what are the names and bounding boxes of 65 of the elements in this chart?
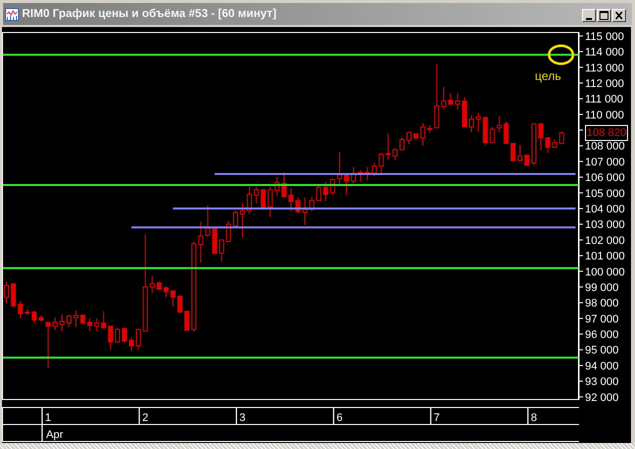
x-tick-label: 2 bbox=[142, 412, 148, 424]
candlestick bbox=[358, 170, 363, 182]
candlestick bbox=[198, 221, 204, 264]
candlestick bbox=[455, 92, 460, 110]
candlestick bbox=[46, 322, 51, 368]
candlestick bbox=[420, 122, 426, 146]
y-tick-label: 106 000 bbox=[585, 172, 625, 184]
candlestick bbox=[73, 310, 78, 328]
chart-title: RIM0 График цены и объёма #53 - [60 минут] bbox=[22, 7, 276, 22]
candlestick bbox=[219, 239, 224, 262]
candlestick bbox=[52, 317, 58, 331]
candlestick bbox=[246, 186, 252, 215]
y-tick-label: 96 000 bbox=[585, 329, 619, 342]
candlestick bbox=[496, 115, 502, 133]
y-tick-label: 105 000 bbox=[585, 188, 625, 200]
y-tick-label: 102 000 bbox=[585, 234, 625, 247]
x-tick-label: 7 bbox=[434, 412, 440, 424]
y-tick-label: 114 000 bbox=[585, 46, 624, 59]
y-tick-label: 98 000 bbox=[585, 298, 619, 310]
candlestick bbox=[468, 114, 474, 133]
x-tick-label: 3 bbox=[239, 412, 246, 424]
x-tick-label: 8 bbox=[530, 412, 537, 424]
candlestick bbox=[344, 174, 350, 196]
y-tick-label: 112 000 bbox=[585, 78, 624, 90]
candlestick bbox=[240, 202, 245, 238]
text: 108 820 bbox=[585, 124, 628, 141]
candlestick bbox=[448, 92, 454, 105]
y-tick-label: 110 000 bbox=[585, 109, 624, 122]
candlestick bbox=[254, 186, 259, 204]
candlestick bbox=[302, 197, 308, 226]
candlestick bbox=[128, 336, 134, 352]
candlestick bbox=[170, 290, 176, 308]
x-axis-title: Apr bbox=[46, 429, 64, 441]
y-tick-label: 92 000 bbox=[585, 392, 619, 404]
y-tick-label: 97 000 bbox=[585, 313, 619, 326]
y-tick-label: 108 000 bbox=[585, 140, 625, 153]
x-tick-label: 6 bbox=[336, 412, 343, 424]
y-tick-label: 103 000 bbox=[585, 219, 625, 232]
candlestick bbox=[538, 123, 544, 151]
candlestick bbox=[4, 281, 9, 304]
candlestick bbox=[350, 166, 356, 184]
candlestick bbox=[274, 176, 280, 196]
candlestick bbox=[476, 112, 481, 132]
y-tick-label: 94 000 bbox=[585, 360, 619, 372]
y-tick-label: 100 000 bbox=[585, 266, 625, 278]
candlestick bbox=[101, 310, 106, 328]
y-tick-label: 99 000 bbox=[585, 282, 619, 294]
candlestick bbox=[386, 134, 391, 160]
candlestick bbox=[164, 286, 169, 298]
y-tick-label: 104 000 bbox=[585, 204, 625, 216]
x-tick-label: 1 bbox=[45, 412, 52, 424]
y-tick-label: 115 000 bbox=[585, 30, 624, 43]
candlestick bbox=[108, 326, 114, 350]
y-tick-label: 113 000 bbox=[585, 62, 624, 74]
y-tick-label: 95 000 bbox=[585, 344, 619, 357]
ref-line-label: цель bbox=[534, 68, 562, 83]
y-tick-label: 107 000 bbox=[585, 156, 625, 168]
candlestick bbox=[518, 144, 523, 162]
candlestick bbox=[288, 188, 294, 212]
candlestick bbox=[18, 300, 23, 319]
y-tick-label: 111 000 bbox=[585, 94, 624, 106]
candlestick bbox=[60, 314, 65, 332]
candlestick bbox=[337, 152, 342, 184]
y-tick-label: 101 000 bbox=[585, 250, 625, 263]
y-tick-label: 93 000 bbox=[585, 376, 619, 388]
